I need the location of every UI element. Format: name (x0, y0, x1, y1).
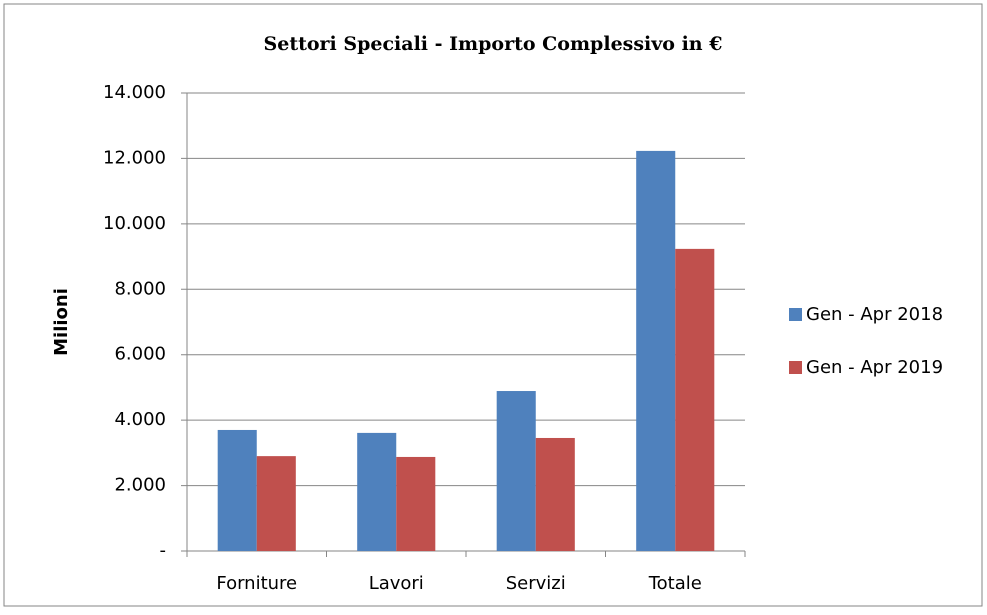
legend-swatch (789, 361, 802, 374)
bar (256, 456, 296, 551)
legend-label: Gen - Apr 2019 (806, 357, 943, 378)
bar (496, 391, 536, 551)
y-tick-label: 8.000 (114, 278, 166, 299)
chart-border (3, 3, 983, 607)
x-tick-label: Servizi (506, 573, 566, 594)
bar (535, 437, 575, 551)
x-tick-label: Forniture (216, 573, 297, 594)
y-tick-label: 4.000 (114, 409, 166, 430)
bar (675, 248, 715, 551)
chart-title: Settori Speciali - Importo Complessivo i… (264, 33, 723, 55)
bar (636, 150, 676, 551)
bar (217, 429, 257, 551)
y-tick-label: 14.000 (103, 82, 166, 103)
x-tick-label: Lavori (369, 573, 424, 594)
bar (396, 456, 436, 551)
y-tick-label: 2.000 (114, 475, 166, 496)
y-tick-label: 12.000 (103, 147, 166, 168)
legend-label: Gen - Apr 2018 (806, 304, 943, 325)
y-tick-label: - (160, 540, 167, 561)
bar (357, 432, 397, 551)
y-tick-label: 6.000 (114, 344, 166, 365)
x-tick-label: Totale (648, 573, 702, 594)
legend-swatch (789, 308, 802, 321)
y-axis-label: Milioni (51, 288, 72, 356)
y-tick-label: 10.000 (103, 213, 166, 234)
